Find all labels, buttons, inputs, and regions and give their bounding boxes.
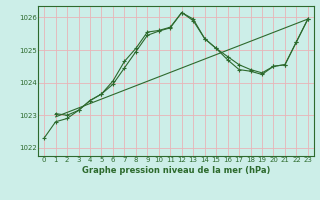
X-axis label: Graphe pression niveau de la mer (hPa): Graphe pression niveau de la mer (hPa)	[82, 166, 270, 175]
